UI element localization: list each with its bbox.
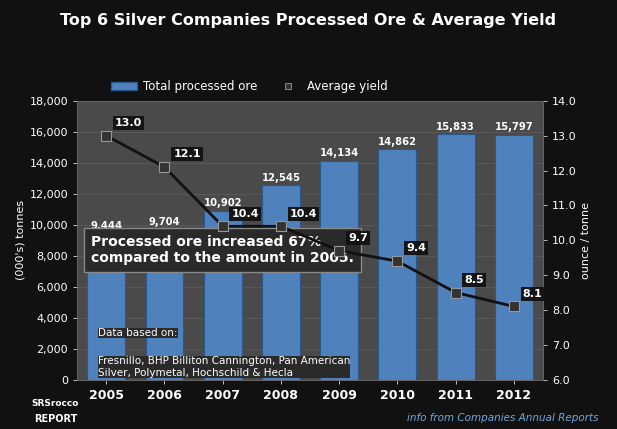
Bar <box>378 149 416 380</box>
Text: 9,444: 9,444 <box>90 221 122 230</box>
Bar <box>320 161 358 380</box>
Y-axis label: (000's) tonnes: (000's) tonnes <box>15 200 25 280</box>
Bar <box>146 230 183 380</box>
Bar <box>437 134 474 380</box>
Text: SRSrocco: SRSrocco <box>32 399 79 408</box>
Text: 15,797: 15,797 <box>495 122 533 132</box>
Text: 15,833: 15,833 <box>436 121 475 132</box>
Text: 13.0: 13.0 <box>115 118 143 128</box>
Text: 9.4: 9.4 <box>406 244 426 254</box>
Text: 10.4: 10.4 <box>289 208 317 219</box>
Text: 14,134: 14,134 <box>320 148 358 158</box>
Text: REPORT: REPORT <box>34 414 77 424</box>
Text: Fresnillo, BHP Billiton Cannington, Pan American
Silver, Polymetal, Hochschild &: Fresnillo, BHP Billiton Cannington, Pan … <box>98 356 350 378</box>
Text: Data based on:: Data based on: <box>98 328 178 338</box>
Text: 12.1: 12.1 <box>173 149 201 159</box>
Bar <box>262 185 300 380</box>
Text: info from Companies Annual Reports: info from Companies Annual Reports <box>407 413 598 423</box>
Bar <box>204 211 242 380</box>
Text: 10,902: 10,902 <box>204 198 242 208</box>
Text: 9,704: 9,704 <box>149 217 180 227</box>
Y-axis label: ounce / tonne: ounce / tonne <box>581 202 591 279</box>
Text: Top 6 Silver Companies Processed Ore & Average Yield: Top 6 Silver Companies Processed Ore & A… <box>60 13 557 28</box>
Text: 12,545: 12,545 <box>262 172 300 182</box>
Text: 8.5: 8.5 <box>465 275 484 285</box>
Bar <box>88 233 125 380</box>
Text: 14,862: 14,862 <box>378 137 417 147</box>
Text: 10.4: 10.4 <box>231 208 259 219</box>
Text: 8.1: 8.1 <box>523 289 542 299</box>
Text: Processed ore increased 67%
compared to the amount in 2005.: Processed ore increased 67% compared to … <box>91 235 354 265</box>
Text: 9.7: 9.7 <box>348 233 368 243</box>
Legend: Total processed ore, Average yield: Total processed ore, Average yield <box>106 76 392 98</box>
Bar <box>495 135 532 380</box>
